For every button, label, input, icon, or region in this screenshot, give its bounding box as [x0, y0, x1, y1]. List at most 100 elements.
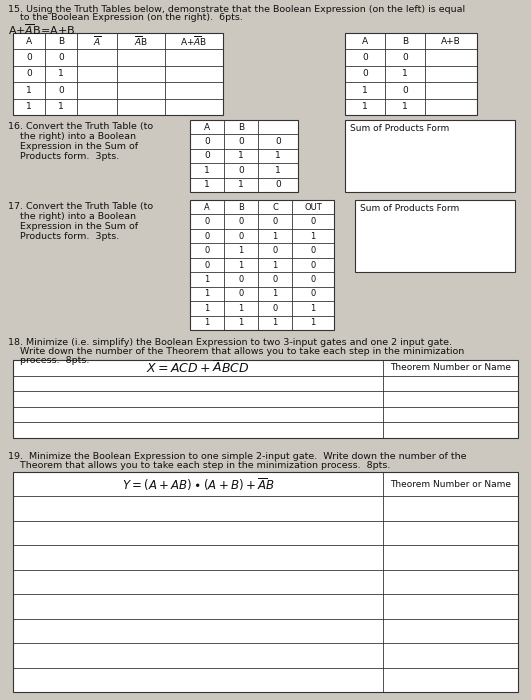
- Text: A+B: A+B: [441, 36, 461, 46]
- Bar: [190, 120, 298, 192]
- Text: Theorem that allows you to take each step in the minimization process.  8pts.: Theorem that allows you to take each ste…: [8, 461, 390, 470]
- Text: 1: 1: [311, 304, 315, 313]
- Text: 0: 0: [311, 275, 315, 284]
- Text: 0: 0: [272, 275, 278, 284]
- Text: 0: 0: [204, 137, 210, 146]
- Text: A: A: [204, 122, 210, 132]
- Bar: [345, 120, 515, 192]
- Text: 0: 0: [58, 53, 64, 62]
- Text: 1: 1: [275, 151, 281, 160]
- Text: 1: 1: [58, 102, 64, 111]
- Bar: [355, 200, 515, 272]
- Text: 0: 0: [26, 69, 32, 78]
- Text: 0: 0: [311, 246, 315, 255]
- Text: 0: 0: [238, 137, 244, 146]
- Text: 0: 0: [311, 217, 315, 226]
- Text: 1: 1: [204, 289, 210, 298]
- Bar: [345, 33, 477, 115]
- Text: 16. Convert the Truth Table (to: 16. Convert the Truth Table (to: [8, 122, 153, 131]
- Text: 1: 1: [238, 181, 244, 189]
- Text: 0: 0: [238, 289, 244, 298]
- Text: 1: 1: [204, 318, 210, 328]
- Text: 0: 0: [238, 232, 244, 241]
- Text: Write down the number of the Theorem that allows you to take each step in the mi: Write down the number of the Theorem tha…: [8, 347, 464, 356]
- Text: 0: 0: [275, 137, 281, 146]
- Text: 1: 1: [204, 304, 210, 313]
- Text: 1: 1: [238, 304, 244, 313]
- Text: 1: 1: [272, 260, 278, 270]
- Text: B: B: [238, 122, 244, 132]
- Text: 1: 1: [238, 246, 244, 255]
- Text: B: B: [238, 203, 244, 211]
- Bar: [13, 472, 518, 692]
- Text: 17. Convert the Truth Table (to: 17. Convert the Truth Table (to: [8, 202, 153, 211]
- Text: 0: 0: [58, 86, 64, 95]
- Text: 0: 0: [204, 232, 210, 241]
- Text: C: C: [272, 203, 278, 211]
- Text: 15. Using the Truth Tables below, demonstrate that the Boolean Expression (on th: 15. Using the Truth Tables below, demons…: [8, 5, 465, 14]
- Text: 1: 1: [275, 166, 281, 175]
- Text: 1: 1: [58, 69, 64, 78]
- Text: 18. Minimize (i.e. simplify) the Boolean Expression to two 3-input gates and one: 18. Minimize (i.e. simplify) the Boolean…: [8, 338, 452, 347]
- Text: A: A: [362, 36, 368, 46]
- Text: 0: 0: [311, 289, 315, 298]
- Text: 1: 1: [238, 260, 244, 270]
- Text: to the Boolean Expression (on the right).  6pts.: to the Boolean Expression (on the right)…: [8, 13, 243, 22]
- Text: Theorem Number or Name: Theorem Number or Name: [390, 363, 511, 372]
- Text: Sum of Products Form: Sum of Products Form: [360, 204, 459, 213]
- Text: 1: 1: [362, 102, 368, 111]
- Text: B: B: [402, 36, 408, 46]
- Text: 0: 0: [311, 260, 315, 270]
- Text: 1: 1: [272, 289, 278, 298]
- Text: 1: 1: [311, 232, 315, 241]
- Text: Sum of Products Form: Sum of Products Form: [350, 124, 449, 133]
- Text: B: B: [58, 36, 64, 46]
- Text: Expression in the Sum of: Expression in the Sum of: [8, 142, 138, 151]
- Text: Theorem Number or Name: Theorem Number or Name: [390, 480, 511, 489]
- Text: A: A: [26, 36, 32, 46]
- Text: 1: 1: [402, 69, 408, 78]
- Bar: [13, 33, 223, 115]
- Text: OUT: OUT: [304, 203, 322, 211]
- Text: 0: 0: [238, 275, 244, 284]
- Text: 0: 0: [26, 53, 32, 62]
- Text: A+$\overline{A}$B=A+B: A+$\overline{A}$B=A+B: [8, 22, 75, 36]
- Text: 0: 0: [204, 217, 210, 226]
- Text: 0: 0: [362, 69, 368, 78]
- Text: 0: 0: [238, 217, 244, 226]
- Text: process.  8pts.: process. 8pts.: [8, 356, 89, 365]
- Text: 0: 0: [402, 86, 408, 95]
- Text: 1: 1: [238, 151, 244, 160]
- Text: Products form.  3pts.: Products form. 3pts.: [8, 152, 119, 161]
- Text: Products form.  3pts.: Products form. 3pts.: [8, 232, 119, 241]
- Text: 1: 1: [204, 166, 210, 175]
- Text: 0: 0: [275, 181, 281, 189]
- Text: $X = ACD + \overline{A}BCD$: $X = ACD + \overline{A}BCD$: [146, 360, 250, 376]
- Text: 1: 1: [362, 86, 368, 95]
- Text: 19.  Minimize the Boolean Expression to one simple 2-input gate.  Write down the: 19. Minimize the Boolean Expression to o…: [8, 452, 467, 461]
- Text: 1: 1: [204, 181, 210, 189]
- Text: Expression in the Sum of: Expression in the Sum of: [8, 222, 138, 231]
- Text: 0: 0: [362, 53, 368, 62]
- Text: 1: 1: [272, 318, 278, 328]
- Text: 0: 0: [272, 217, 278, 226]
- Text: 1: 1: [402, 102, 408, 111]
- Bar: [13, 360, 518, 438]
- Text: 0: 0: [238, 166, 244, 175]
- Text: 0: 0: [272, 246, 278, 255]
- Text: 1: 1: [238, 318, 244, 328]
- Text: $Y = (A + AB) \bullet (A + B) + \overline{A}B$: $Y = (A + AB) \bullet (A + B) + \overlin…: [122, 476, 275, 493]
- Text: 1: 1: [204, 275, 210, 284]
- Text: 0: 0: [204, 246, 210, 255]
- Text: 0: 0: [204, 260, 210, 270]
- Text: 1: 1: [26, 86, 32, 95]
- Text: $\overline{A}$: $\overline{A}$: [93, 34, 101, 48]
- Text: the right) into a Boolean: the right) into a Boolean: [8, 212, 136, 221]
- Text: the right) into a Boolean: the right) into a Boolean: [8, 132, 136, 141]
- Text: 0: 0: [272, 304, 278, 313]
- Text: A+$\overline{A}$B: A+$\overline{A}$B: [181, 34, 208, 48]
- Text: 0: 0: [204, 151, 210, 160]
- Text: 0: 0: [402, 53, 408, 62]
- Text: A: A: [204, 203, 210, 211]
- Text: 1: 1: [272, 232, 278, 241]
